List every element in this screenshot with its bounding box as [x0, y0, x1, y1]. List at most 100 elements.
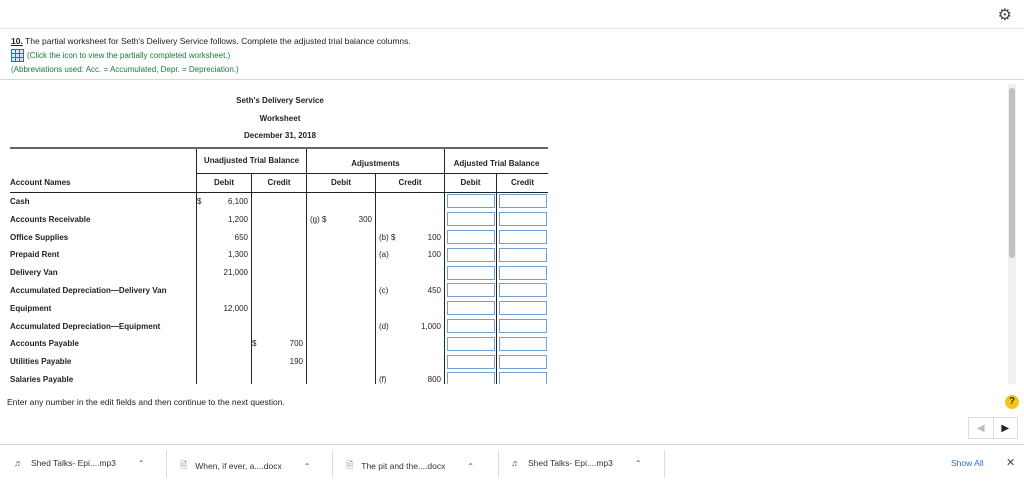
- chevron-up-icon[interactable]: ⌃: [467, 461, 475, 471]
- adjustment-debit: [306, 370, 376, 384]
- adjusted-debit-cell[interactable]: [444, 370, 497, 384]
- unadjusted-header: Unadjusted Trial Balance: [196, 146, 307, 174]
- adjusted-debit-input[interactable]: [446, 319, 495, 334]
- chevron-up-icon[interactable]: ⌃: [303, 461, 311, 471]
- adjusted-credit-input[interactable]: [498, 336, 547, 351]
- account-name: Accumulated Depreciation—Delivery Van: [10, 282, 197, 300]
- adjusted-credit-cell[interactable]: [497, 282, 549, 300]
- adjusted-debit-input[interactable]: [446, 247, 495, 262]
- unadjusted-debit: [196, 281, 252, 300]
- adjusted-debit-cell[interactable]: [444, 352, 497, 371]
- chevron-up-icon[interactable]: ⌃: [634, 458, 642, 468]
- account-name: Cash: [10, 192, 197, 210]
- adjusted-credit-input[interactable]: [498, 372, 547, 384]
- adj-credit-header: Credit: [375, 172, 445, 193]
- unadjusted-credit: [251, 370, 307, 384]
- show-all-link[interactable]: Show All: [951, 458, 984, 468]
- adjusted-credit-cell[interactable]: [497, 246, 549, 264]
- adjustment-debit: [306, 281, 376, 300]
- worksheet-link-text[interactable]: (Click the icon to view the partially co…: [27, 51, 231, 60]
- adjustment-credit: [375, 334, 445, 353]
- amount: 450: [427, 285, 441, 295]
- unadjusted-credit: [251, 299, 307, 318]
- adjusted-debit-input[interactable]: [446, 265, 495, 280]
- adjusted-debit-input[interactable]: [446, 354, 495, 369]
- amount: 21,000: [223, 268, 248, 278]
- adjusted-credit-input[interactable]: [498, 212, 547, 227]
- adjusted-credit-input[interactable]: [498, 354, 547, 369]
- chevron-up-icon[interactable]: ⌃: [137, 458, 145, 468]
- adjusted-debit-cell[interactable]: [444, 281, 497, 300]
- adjusted-credit-input[interactable]: [498, 194, 547, 209]
- question-nav: ◀ ▶: [968, 417, 1018, 439]
- adjusted-credit-cell[interactable]: [497, 192, 549, 210]
- unadjusted-debit: 21,000: [196, 263, 252, 282]
- adjusted-credit-cell[interactable]: [497, 371, 549, 384]
- adjustment-credit: [375, 210, 445, 229]
- download-item[interactable]: 🖹 The pit and the....docx ⌃: [346, 458, 474, 474]
- adjusted-debit-cell[interactable]: [444, 245, 497, 264]
- account-name-text: Accounts Payable: [10, 339, 79, 349]
- account-name-text: Salaries Payable: [10, 374, 74, 384]
- download-name[interactable]: The pit and the....docx: [361, 461, 446, 471]
- vertical-scrollbar[interactable]: [1008, 84, 1016, 384]
- adjusted-debit-cell[interactable]: [444, 263, 497, 282]
- unadjusted-debit: [196, 317, 252, 335]
- gear-icon[interactable]: ⚙: [997, 7, 1012, 24]
- adjusted-debit-input[interactable]: [446, 194, 495, 209]
- adjusted-credit-input[interactable]: [498, 265, 547, 280]
- adjusted-debit-input[interactable]: [446, 372, 495, 384]
- download-item[interactable]: ♬ Shed Talks- Epi....mp3 ⌃: [511, 458, 642, 468]
- adjusted-credit-input[interactable]: [498, 230, 547, 245]
- adjusted-credit-input[interactable]: [498, 319, 547, 334]
- scrollbar-thumb[interactable]: [1009, 88, 1015, 258]
- adjustment-credit: [375, 263, 445, 282]
- amount: 800: [427, 374, 441, 384]
- adjusted-debit-input[interactable]: [446, 336, 495, 351]
- adjusted-debit-cell[interactable]: [444, 192, 497, 211]
- adjusted-credit-cell[interactable]: [497, 228, 549, 246]
- download-name[interactable]: Shed Talks- Epi....mp3: [31, 458, 116, 468]
- adjusted-credit-input[interactable]: [498, 247, 547, 262]
- adjusted-debit-cell[interactable]: [444, 299, 497, 318]
- adjusted-credit-cell[interactable]: [497, 210, 549, 228]
- adjusted-debit-header: Debit: [444, 172, 497, 193]
- amount: 650: [234, 232, 248, 242]
- next-arrow-icon[interactable]: ▶: [1001, 422, 1010, 434]
- adjusted-debit-input[interactable]: [446, 212, 495, 227]
- account-name-text: Prepaid Rent: [10, 250, 60, 260]
- close-icon[interactable]: ✕: [1006, 457, 1016, 469]
- prev-arrow-icon[interactable]: ◀: [969, 418, 994, 438]
- adjusted-debit-cell[interactable]: [444, 228, 497, 246]
- unadj-credit-header: Credit: [251, 172, 307, 193]
- adjusted-debit-cell[interactable]: [444, 210, 497, 229]
- worksheet-body: Cash $6,100 Accounts Receivable 1,200 (g) $ 3…: [10, 192, 548, 384]
- unadjusted-credit: [251, 245, 307, 264]
- help-icon[interactable]: ?: [1005, 395, 1019, 409]
- adjusted-credit-cell[interactable]: [497, 335, 549, 353]
- adjusted-credit-input[interactable]: [498, 301, 547, 316]
- adjustment-credit: (b) $ 100: [375, 228, 445, 246]
- account-name: Accumulated Depreciation—Equipment: [10, 317, 197, 335]
- download-item[interactable]: 🖹 When, if ever, a....docx ⌃: [180, 458, 310, 474]
- adjusted-credit-cell[interactable]: [497, 353, 549, 371]
- worksheet-link[interactable]: (Click the icon to view the partially co…: [11, 49, 230, 62]
- download-name[interactable]: When, if ever, a....docx: [195, 461, 282, 471]
- adjusted-debit-input[interactable]: [446, 283, 495, 298]
- download-item[interactable]: ♬ Shed Talks- Epi....mp3 ⌃: [14, 458, 145, 468]
- adjusted-credit-cell[interactable]: [497, 264, 549, 282]
- adjusted-credit-cell[interactable]: [497, 317, 549, 335]
- adjusted-debit-cell[interactable]: [444, 317, 497, 335]
- file-icon: 🖹: [180, 460, 188, 470]
- adjusted-debit-input[interactable]: [446, 230, 495, 245]
- table-icon[interactable]: [11, 49, 24, 62]
- download-name[interactable]: Shed Talks- Epi....mp3: [528, 458, 613, 468]
- adjusted-debit-input[interactable]: [446, 301, 495, 316]
- adjusted-credit-cell[interactable]: [497, 299, 549, 317]
- file-icon: ♬: [14, 458, 23, 468]
- adjusted-credit-input[interactable]: [498, 283, 547, 298]
- account-name-text: Delivery Van: [10, 268, 58, 278]
- company-name: Seth's Delivery Service: [236, 96, 324, 105]
- adjusted-debit-cell[interactable]: [444, 334, 497, 353]
- abbreviations-note: (Abbreviations used: Acc. = Accumulated,…: [11, 65, 239, 74]
